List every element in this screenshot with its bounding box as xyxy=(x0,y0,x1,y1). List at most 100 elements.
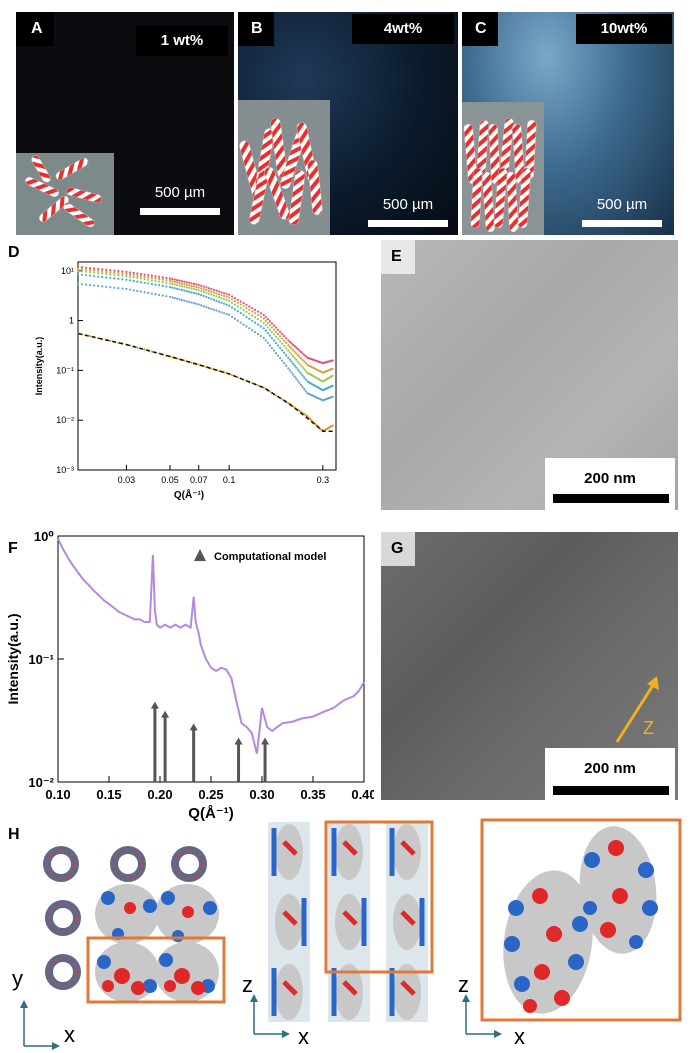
model-peak-arrow-head xyxy=(161,710,170,718)
data-point xyxy=(301,385,304,389)
data-point xyxy=(272,328,276,331)
data-point xyxy=(117,287,120,290)
data-point xyxy=(270,322,274,325)
data-point xyxy=(109,276,112,280)
data-point xyxy=(251,319,254,322)
panel-a-concentration: 1 wt% xyxy=(136,26,228,56)
data-point xyxy=(264,329,267,332)
data-point xyxy=(109,271,112,274)
data-point xyxy=(171,282,174,285)
data-point xyxy=(228,296,231,299)
data-point xyxy=(89,266,92,270)
data-point xyxy=(197,286,200,289)
data-point xyxy=(97,275,100,278)
data-point xyxy=(132,276,135,279)
data-point xyxy=(105,270,108,273)
data-point xyxy=(304,389,307,393)
data-point xyxy=(173,287,176,290)
data-point xyxy=(288,340,291,343)
data-point xyxy=(207,306,210,310)
data-point xyxy=(113,286,116,289)
data-point xyxy=(285,341,288,345)
panel-f-chart: 0.10 0.15 0.20 0.25 0.30 0.35 0.40 10⁻² 10⁻¹ 10⁰ Q… xyxy=(5,529,374,822)
data-point xyxy=(281,337,284,340)
data-point xyxy=(276,344,280,347)
data-point xyxy=(125,278,128,281)
model-peak-arrow-head xyxy=(261,737,270,745)
data-point xyxy=(76,265,80,268)
data-point xyxy=(165,279,168,282)
data-point xyxy=(228,299,231,302)
data-point xyxy=(161,294,164,297)
data-point xyxy=(236,310,239,313)
data-point xyxy=(296,353,299,357)
x-tick-label: 0.3 xyxy=(317,475,330,485)
data-point xyxy=(192,282,196,285)
data-point xyxy=(288,358,291,361)
data-point xyxy=(287,367,290,370)
data-point xyxy=(93,269,96,272)
data-point xyxy=(197,303,200,306)
data-point xyxy=(128,275,132,278)
data-point xyxy=(293,345,296,348)
data-point xyxy=(136,280,139,283)
data-point xyxy=(270,346,274,350)
data-point xyxy=(262,327,265,330)
data-point xyxy=(236,319,239,322)
data-point xyxy=(276,337,280,341)
data-point xyxy=(200,289,203,293)
data-point xyxy=(287,356,290,359)
panel-a: A 1 wt% 500 µm xyxy=(16,12,234,235)
data-point xyxy=(293,364,296,367)
data-point xyxy=(80,268,84,271)
data-point xyxy=(143,278,146,281)
data-point xyxy=(248,317,251,320)
data-point xyxy=(225,312,228,316)
data-point xyxy=(283,339,286,342)
panel-c-concentration: 10wt% xyxy=(576,14,672,44)
y-tick-label: 10⁻¹ xyxy=(56,365,74,375)
x-tick-label: 0.25 xyxy=(198,787,223,802)
data-point xyxy=(262,321,265,324)
data-point xyxy=(233,317,237,320)
data-point xyxy=(295,358,298,361)
data-point xyxy=(101,275,104,279)
data-point xyxy=(143,273,146,276)
x-tick-label: 0.15 xyxy=(96,787,121,802)
data-point xyxy=(230,315,234,318)
panel-e: E 200 nm xyxy=(381,240,678,510)
data-point xyxy=(192,285,196,288)
model-peak-arrow xyxy=(161,710,170,782)
data-point xyxy=(290,353,293,356)
data-point xyxy=(298,370,301,373)
data-point xyxy=(230,306,234,309)
data-point xyxy=(150,292,153,295)
data-point xyxy=(113,273,116,276)
data-point xyxy=(117,277,120,280)
data-point xyxy=(228,304,231,307)
data-point xyxy=(291,343,295,346)
data-point xyxy=(290,342,293,345)
panel-a-letter-bg xyxy=(16,12,54,46)
data-point xyxy=(154,283,157,286)
data-point xyxy=(128,271,132,274)
data-point xyxy=(143,348,146,351)
data-point xyxy=(281,349,284,352)
data-point xyxy=(290,371,293,374)
legend-label: Computational model xyxy=(214,551,326,563)
data-point xyxy=(185,283,188,286)
panel-c-scale-bar xyxy=(582,220,662,227)
data-point xyxy=(283,362,286,365)
data-point xyxy=(262,313,265,317)
data-point xyxy=(202,288,205,291)
data-point xyxy=(215,295,218,298)
data-point xyxy=(202,285,205,288)
data-point xyxy=(121,274,124,277)
data-point xyxy=(288,351,291,354)
data-point xyxy=(251,310,254,313)
data-point xyxy=(264,324,267,327)
data-point xyxy=(168,295,172,298)
data-point xyxy=(109,273,112,276)
data-point xyxy=(220,296,223,300)
panel-b: B 4wt% 500 µm xyxy=(238,12,458,235)
